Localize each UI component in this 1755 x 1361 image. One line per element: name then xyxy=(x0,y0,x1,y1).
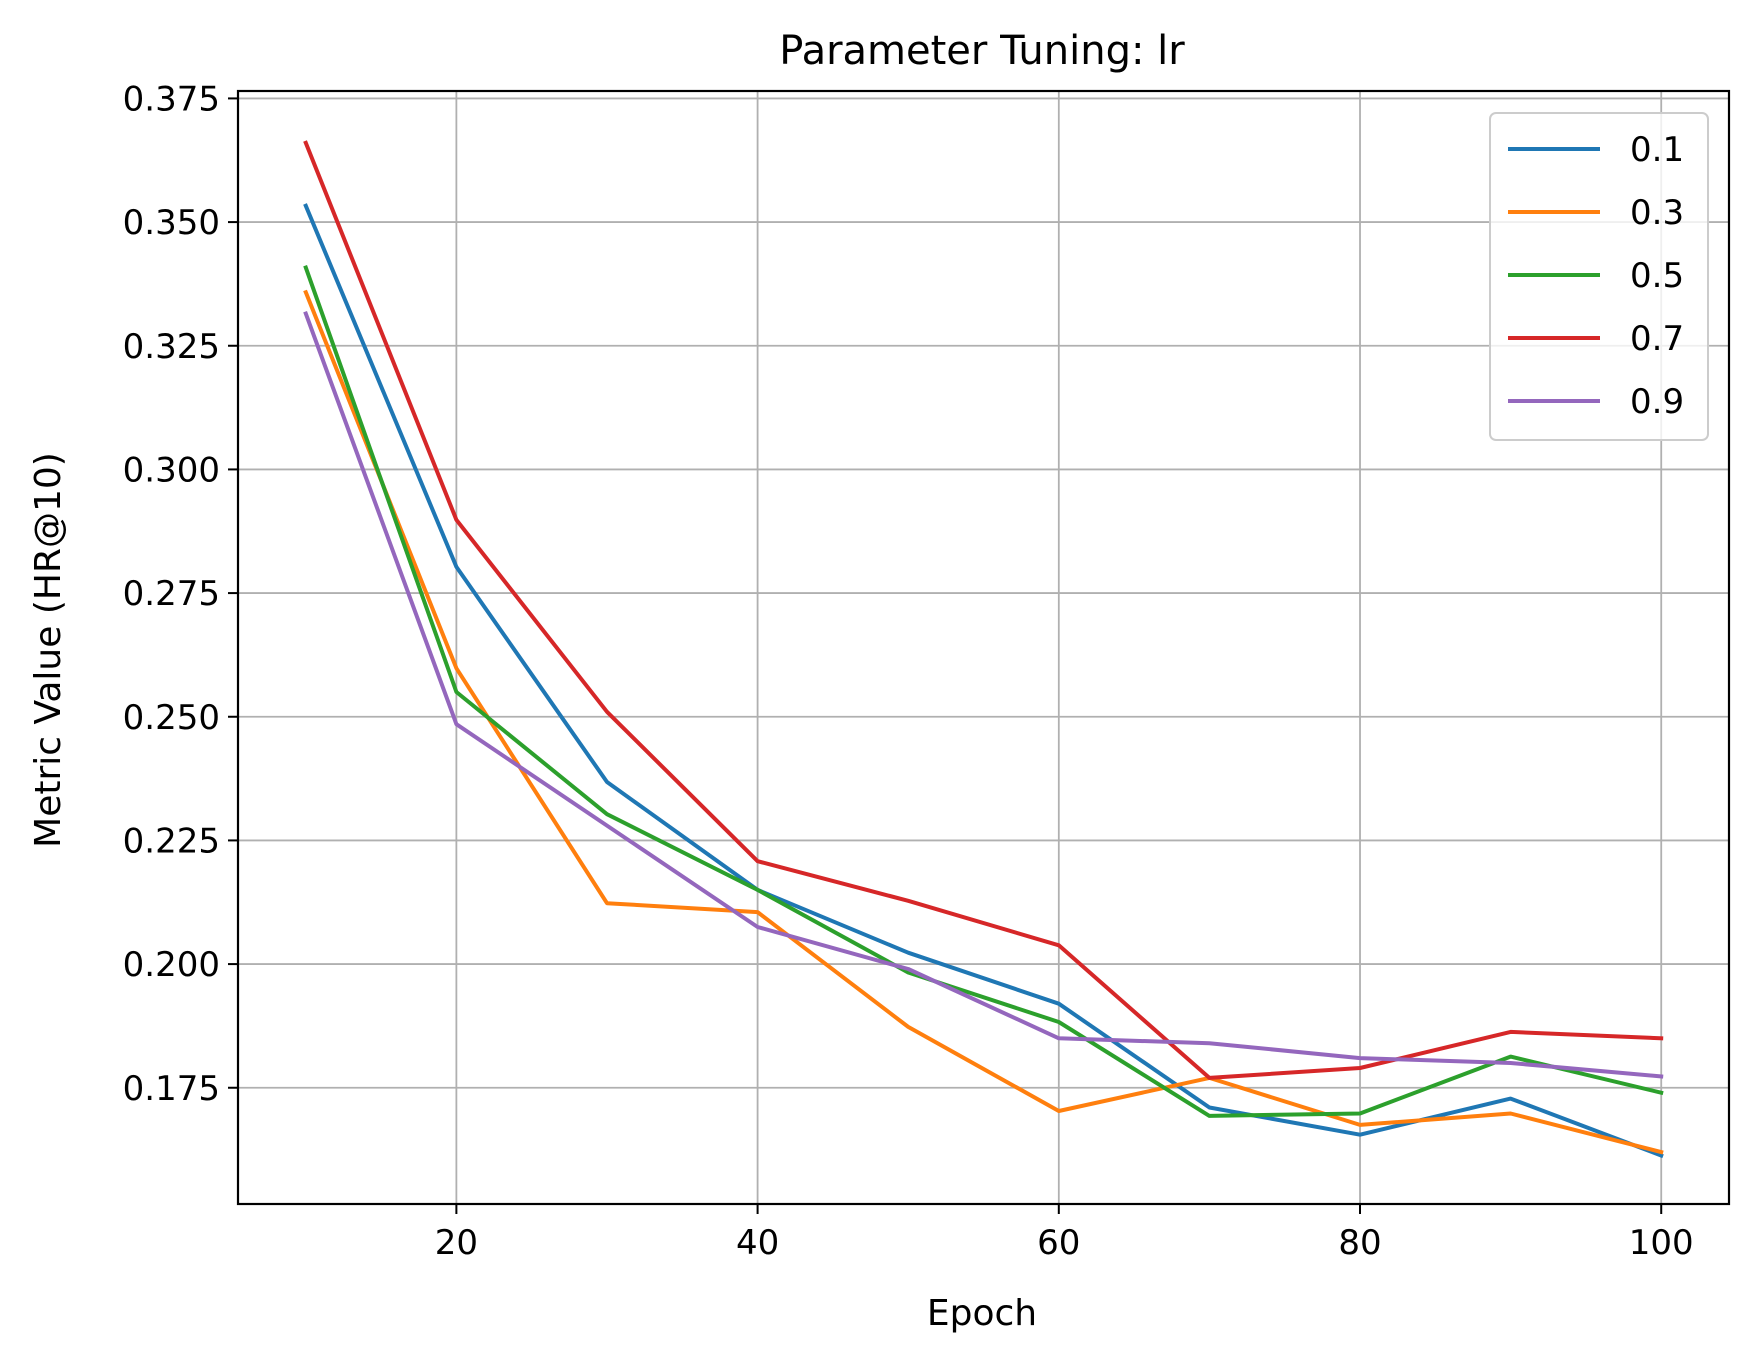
legend: 0.1 0.3 0.5 0.7 0.9 xyxy=(1489,112,1709,441)
x-tick-label: 80 xyxy=(1338,1223,1381,1263)
legend-label: 0.7 xyxy=(1630,319,1684,359)
plot-area: 20 40 60 80 100 0.175 0.200 0.225 0.250 0.275 0.3… xyxy=(123,79,1731,1263)
y-tick-label: 0.250 xyxy=(123,698,220,738)
y-tick-label: 0.350 xyxy=(123,203,220,243)
x-tick-label: 40 xyxy=(736,1223,779,1263)
legend-label: 0.3 xyxy=(1630,193,1684,233)
legend-label: 0.9 xyxy=(1630,382,1684,422)
series-lines xyxy=(303,140,1664,1159)
y-tick-label: 0.325 xyxy=(123,327,220,367)
x-axis-label: Epoch xyxy=(927,1293,1037,1334)
legend-label: 0.1 xyxy=(1630,130,1684,170)
axes-frame xyxy=(236,89,1731,1206)
series-line-0-5 xyxy=(303,265,1664,1118)
y-axis-label: Metric Value (HR@10) xyxy=(28,452,69,848)
y-tick-label: 0.375 xyxy=(123,79,220,119)
y-tick-label: 0.225 xyxy=(123,821,220,861)
x-tick-label: 100 xyxy=(1629,1223,1694,1263)
y-axis-ticks: 0.175 0.200 0.225 0.250 0.275 0.300 0.325 0.350… xyxy=(123,79,238,1109)
y-tick-label: 0.200 xyxy=(123,945,220,985)
x-tick-label: 60 xyxy=(1037,1223,1080,1263)
series-line-0-3 xyxy=(303,289,1664,1155)
x-tick-label: 20 xyxy=(435,1223,478,1263)
y-tick-label: 0.300 xyxy=(123,450,220,490)
legend-label: 0.5 xyxy=(1630,256,1684,296)
y-tick-label: 0.275 xyxy=(123,574,220,614)
series-line-0-1 xyxy=(303,203,1664,1159)
chart-title: Parameter Tuning: lr xyxy=(779,28,1185,74)
series-line-0-7 xyxy=(303,140,1664,1080)
y-tick-label: 0.175 xyxy=(123,1069,220,1109)
series-line-0-9 xyxy=(303,311,1664,1079)
x-axis-ticks: 20 40 60 80 100 xyxy=(435,1204,1694,1263)
